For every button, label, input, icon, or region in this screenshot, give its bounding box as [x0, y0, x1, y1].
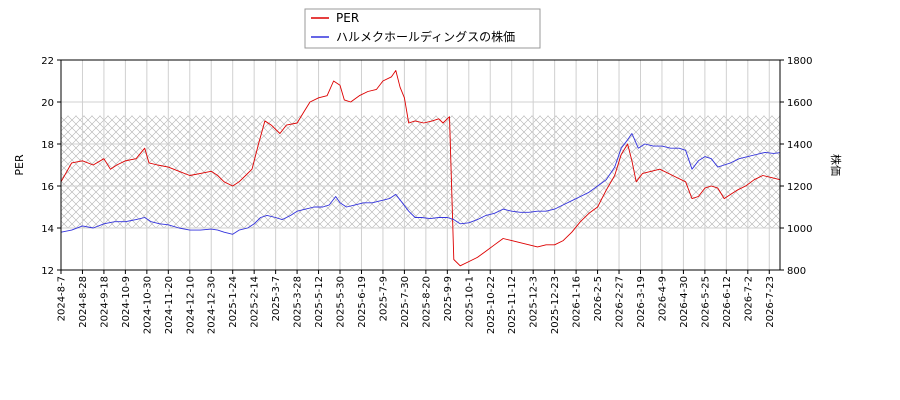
y-right-tick-label-5: 1800 — [787, 56, 812, 67]
x-tick-label-18: 2025-9-9 — [443, 276, 454, 321]
x-tick-label-19: 2025-10-1 — [464, 276, 475, 328]
x-tick-label-8: 2025-1-24 — [228, 276, 239, 328]
x-tick-label-0: 2024-8-7 — [57, 276, 68, 321]
x-tick-label-10: 2025-3-7 — [271, 276, 282, 321]
shaded-band-layer — [61, 115, 780, 228]
series-line-per — [61, 70, 780, 267]
x-tick-label-24: 2026-1-16 — [572, 276, 583, 328]
x-tick-label-9: 2025-2-14 — [250, 276, 261, 328]
x-tick-label-32: 2026-7-2 — [743, 276, 754, 321]
legend: PER ハルメクホールディングスの株価 — [304, 8, 541, 49]
legend-label-per: PER — [336, 11, 359, 25]
shaded-band — [61, 115, 780, 228]
y-left-tick-label-4: 20 — [41, 98, 54, 109]
plot-frame — [60, 59, 781, 271]
x-tick-label-30: 2026-5-25 — [700, 276, 711, 328]
x-tick-label-6: 2024-12-10 — [185, 276, 196, 334]
x-tick-label-27: 2026-3-19 — [636, 276, 647, 328]
y-left-axis-title: PER — [13, 154, 26, 176]
y-left-tick-label-1: 14 — [41, 224, 54, 235]
y-left-tick-label-0: 12 — [41, 266, 54, 277]
y-right-tick-label-3: 1400 — [787, 140, 812, 151]
y-left-tick-label-5: 22 — [41, 56, 54, 67]
x-tick-label-5: 2024-11-20 — [164, 276, 175, 334]
x-tick-label-1: 2024-8-28 — [78, 276, 89, 328]
y-right-tick-label-4: 1600 — [787, 98, 812, 109]
x-tick-label-21: 2025-11-12 — [507, 276, 518, 334]
x-tick-label-4: 2024-10-30 — [142, 276, 153, 334]
x-tick-label-16: 2025-7-30 — [400, 276, 411, 328]
x-tick-label-28: 2026-4-9 — [657, 276, 668, 321]
y-right-tick-label-0: 800 — [787, 266, 806, 277]
x-tick-label-20: 2025-10-22 — [486, 276, 497, 334]
x-tick-label-13: 2025-5-30 — [336, 276, 347, 328]
x-tick-label-12: 2025-5-12 — [314, 276, 325, 328]
legend-box — [304, 8, 541, 49]
x-tick-label-25: 2026-2-5 — [593, 276, 604, 321]
x-tick-label-3: 2024-10-9 — [121, 276, 132, 328]
x-tick-label-31: 2026-6-12 — [722, 276, 733, 328]
x-tick-label-26: 2026-2-27 — [615, 276, 626, 328]
x-tick-label-17: 2025-8-20 — [421, 276, 432, 328]
legend-label-price: ハルメクホールディングスの株価 — [336, 29, 515, 44]
y-right-tick-label-2: 1200 — [787, 182, 812, 193]
x-tick-label-11: 2025-3-28 — [293, 276, 304, 328]
x-tick-label-23: 2025-12-23 — [550, 276, 561, 334]
axis-layer: 12 14 16 18 20 22 800 1000 1200 1400 1600 1800 2024-… — [41, 56, 812, 334]
y-right-tick-label-1: 1000 — [787, 224, 812, 235]
x-tick-label-14: 2025-6-19 — [357, 276, 368, 328]
x-tick-label-7: 2024-12-30 — [207, 276, 218, 334]
grid-layer — [60, 59, 780, 271]
y-left-tick-label-3: 18 — [41, 140, 54, 151]
x-tick-label-29: 2026-4-30 — [679, 276, 690, 328]
x-tick-label-15: 2025-7-9 — [378, 276, 389, 321]
x-tick-label-22: 2025-12-3 — [529, 276, 540, 328]
x-tick-label-33: 2026-7-23 — [765, 276, 776, 328]
y-right-axis-title: 株価 — [829, 154, 843, 176]
x-tick-label-2: 2024-9-18 — [99, 276, 110, 328]
y-left-tick-label-2: 16 — [41, 182, 54, 193]
series-line-price — [61, 133, 780, 235]
series-layer — [61, 70, 780, 267]
